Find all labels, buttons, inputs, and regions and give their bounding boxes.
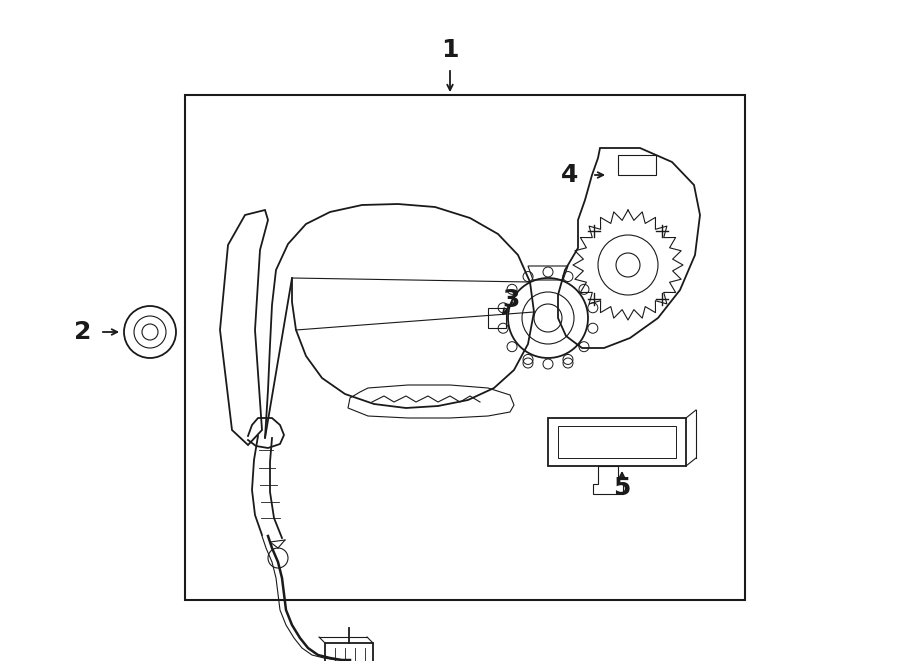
Bar: [488, 308, 506, 328]
Bar: [325, 643, 373, 661]
Bar: [185, 95, 745, 600]
Bar: [618, 155, 656, 175]
Bar: [558, 426, 676, 458]
Text: 4: 4: [561, 163, 578, 187]
Text: 1: 1: [441, 38, 459, 62]
Text: 3: 3: [502, 288, 520, 312]
Text: 5: 5: [613, 476, 631, 500]
Text: 2: 2: [75, 320, 92, 344]
Bar: [548, 418, 686, 466]
